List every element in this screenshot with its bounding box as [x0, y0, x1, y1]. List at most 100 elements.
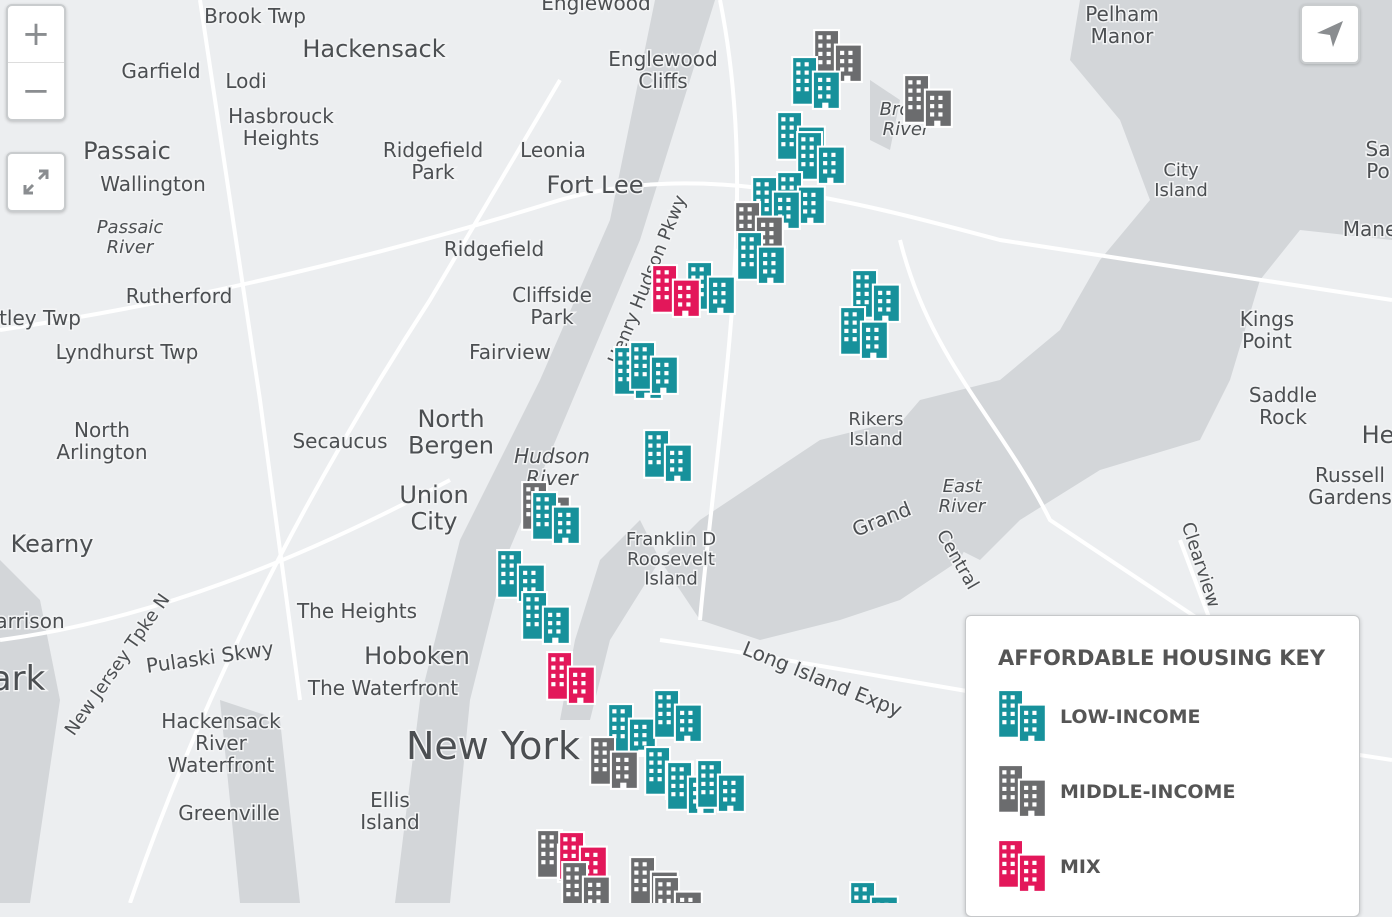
- locate-button[interactable]: [1302, 6, 1358, 62]
- legend-item: MIX: [996, 838, 1101, 895]
- place-label: Mane: [1343, 217, 1392, 241]
- place-label: He: [1362, 421, 1392, 449]
- label-line: New York: [406, 724, 580, 768]
- label-line: Fairview: [469, 340, 551, 364]
- place-label: Lyndhurst Twp: [56, 340, 199, 364]
- label-line: City: [1163, 160, 1199, 181]
- housing-marker[interactable]: [903, 74, 953, 128]
- place-label: Russell Gardens: [1308, 463, 1392, 509]
- label-line: Park: [411, 160, 455, 184]
- label-line: Lodi: [225, 69, 266, 93]
- place-label: City Island: [1154, 160, 1208, 201]
- place-label: Wallington: [100, 172, 206, 196]
- zoom-out[interactable]: −: [21, 71, 51, 111]
- label-line: Gardens: [1308, 485, 1392, 509]
- label-line: River: [107, 237, 155, 258]
- locate-icon: [1317, 21, 1343, 47]
- label-line: Arlington: [56, 440, 147, 464]
- housing-marker[interactable]: [653, 876, 703, 903]
- housing-marker[interactable]: [696, 759, 746, 813]
- label-line: North: [74, 418, 130, 442]
- label-line: Englewood: [608, 47, 717, 71]
- label-line: Park: [530, 305, 574, 329]
- label-line: Long Island Expy: [739, 636, 905, 722]
- label-line: Po: [1366, 159, 1390, 183]
- housing-marker[interactable]: [653, 689, 703, 743]
- label-line: ark: [0, 659, 46, 699]
- fullscreen-button[interactable]: [8, 154, 64, 210]
- label-line: tley Twp: [0, 306, 81, 330]
- label-line: East: [943, 476, 983, 497]
- place-label: Cliffside Park: [512, 283, 592, 329]
- housing-marker[interactable]: [849, 881, 899, 903]
- legend-label: MIX: [1060, 855, 1101, 878]
- label-line: Ellis: [370, 788, 410, 812]
- label-line: He: [1362, 421, 1392, 449]
- place-label: Ridgefield Park: [383, 138, 483, 184]
- label-line: Leonia: [520, 138, 586, 162]
- place-label: ark: [0, 659, 46, 699]
- place-label: The Waterfront: [307, 676, 458, 700]
- legend: AFFORDABLE HOUSING KEY LOW-INCOME MIDDLE-…: [965, 615, 1360, 917]
- place-label: arrison: [0, 609, 65, 633]
- legend-item: MIDDLE-INCOME: [996, 763, 1235, 820]
- place-label: Pelham Manor: [1085, 2, 1159, 48]
- place-label: Lodi: [225, 69, 266, 93]
- place-label: Englewood: [541, 0, 650, 15]
- label-line: Ridgefield: [383, 138, 483, 162]
- label-line: Lyndhurst Twp: [56, 340, 199, 364]
- label-line: North: [417, 405, 484, 433]
- place-label: Long Island Expy: [739, 636, 905, 722]
- place-label: Passaic River: [97, 217, 164, 258]
- housing-marker[interactable]: [531, 491, 581, 545]
- fullscreen-icon: [23, 169, 49, 195]
- label-line: Bergen: [408, 431, 494, 459]
- zoom-control: + −: [6, 4, 66, 121]
- label-line: Mane: [1343, 217, 1392, 241]
- label-line: Pelham: [1085, 2, 1159, 26]
- place-label: Kearny: [11, 530, 94, 558]
- place-label: Secaucus: [292, 429, 387, 453]
- place-label: Saddle Rock: [1249, 383, 1317, 429]
- housing-marker[interactable]: [796, 131, 846, 185]
- housing-marker[interactable]: [643, 429, 693, 483]
- label-line: Heights: [243, 126, 320, 150]
- label-line: Wallington: [100, 172, 206, 196]
- legend-icon: [997, 839, 1047, 893]
- place-label: Sa Po: [1366, 137, 1391, 183]
- housing-marker[interactable]: [521, 591, 571, 645]
- place-label: East River: [939, 476, 987, 517]
- place-label: Clearview: [1177, 520, 1224, 611]
- place-label: Brook Twp: [204, 4, 306, 28]
- legend-label: LOW-INCOME: [1060, 705, 1201, 728]
- label-line: Saddle: [1249, 383, 1317, 407]
- place-label: Englewood Cliffs: [608, 47, 717, 93]
- label-line: Rock: [1259, 405, 1307, 429]
- label-line: arrison: [0, 609, 65, 633]
- label-line: Island: [360, 810, 420, 834]
- label-line: Secaucus: [292, 429, 387, 453]
- zoom-in[interactable]: +: [8, 6, 64, 63]
- label-line: Ridgefield: [444, 237, 544, 261]
- place-label: Hudson River: [514, 444, 590, 490]
- label-line: Brook Twp: [204, 4, 306, 28]
- place-label: Hoboken: [364, 642, 470, 670]
- label-line: Garfield: [121, 59, 200, 83]
- label-line: Hasbrouck: [228, 104, 334, 128]
- housing-marker[interactable]: [629, 341, 679, 395]
- label-line: River: [195, 731, 248, 755]
- label-line: Cliffside: [512, 283, 592, 307]
- label-line: Sa: [1366, 137, 1391, 161]
- label-line: Island: [849, 429, 903, 450]
- legend-item: LOW-INCOME: [996, 688, 1201, 745]
- label-line: Fort Lee: [546, 171, 643, 199]
- label-line: Point: [1242, 329, 1292, 353]
- place-label: Leonia: [520, 138, 586, 162]
- label-line: River: [939, 496, 987, 517]
- label-line: Hoboken: [364, 642, 470, 670]
- label-line: Rutherford: [126, 284, 233, 308]
- place-label: Hasbrouck Heights: [228, 104, 334, 150]
- place-label: Union City: [399, 481, 468, 535]
- place-label: Greenville: [178, 801, 279, 825]
